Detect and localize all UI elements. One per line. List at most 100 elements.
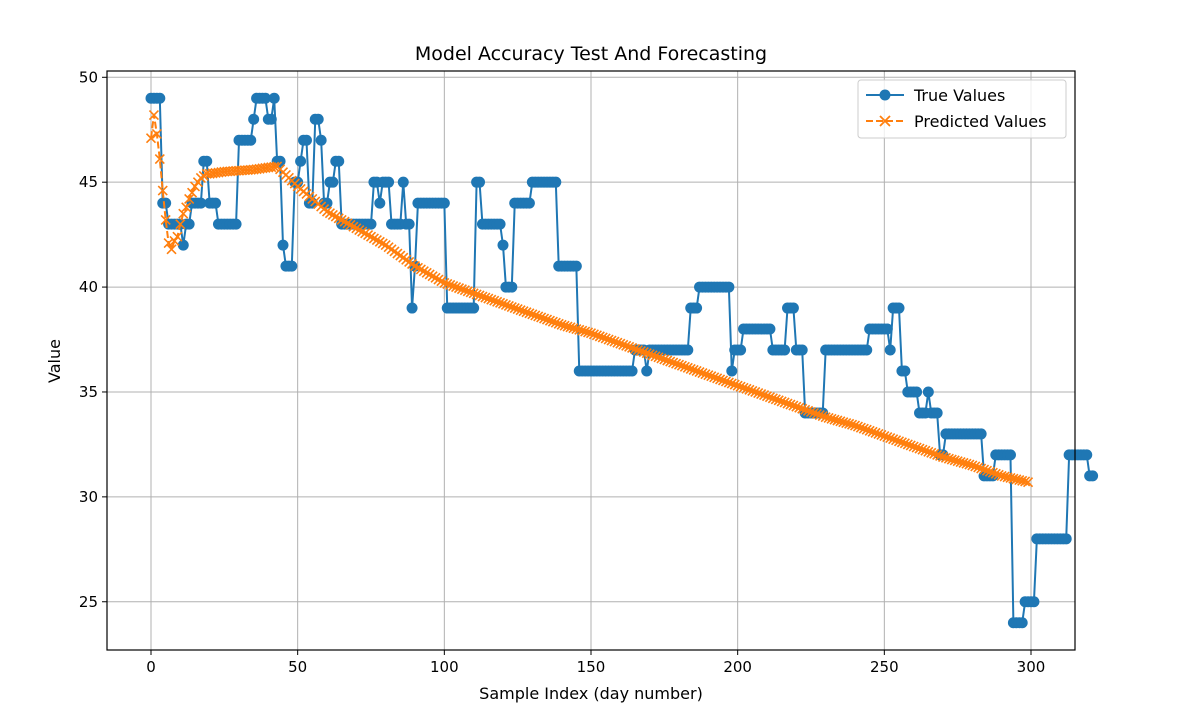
- x-tick-label: 200: [723, 658, 752, 676]
- chart-title: Model Accuracy Test And Forecasting: [415, 43, 767, 65]
- predicted-value-point: [521, 307, 532, 318]
- predicted-value-point: [735, 381, 746, 392]
- true-value-point: [210, 197, 222, 209]
- predicted-value-point: [145, 133, 157, 144]
- predicted-value-point: [979, 464, 990, 475]
- predicted-value-point: [621, 340, 632, 351]
- predicted-value-point: [937, 451, 949, 463]
- predicted-value-point: [588, 329, 599, 340]
- predicted-value-point: [794, 402, 805, 413]
- predicted-value-point: [577, 325, 588, 336]
- y-tick-label: 35: [79, 383, 98, 401]
- predicted-value-point: [615, 338, 626, 349]
- true-value-point: [626, 365, 638, 377]
- true-value-point: [726, 365, 738, 377]
- predicted-value-point: [571, 323, 582, 335]
- predicted-value-point: [486, 294, 497, 305]
- predicted-value-point: [568, 323, 579, 334]
- predicted-value-point: [785, 399, 796, 410]
- true-value-point: [245, 134, 257, 146]
- predicted-value-point: [949, 455, 960, 466]
- true-value-point: [1004, 449, 1016, 461]
- predicted-values-markers: [145, 109, 1034, 488]
- y-tick-label: 40: [79, 278, 98, 296]
- true-value-point: [975, 428, 987, 440]
- true-value-point: [787, 302, 799, 314]
- predicted-value-point: [706, 371, 717, 382]
- predicted-value-point: [662, 355, 673, 366]
- predicted-value-point: [955, 456, 966, 468]
- predicted-value-point: [609, 336, 620, 347]
- true-value-point: [248, 113, 260, 125]
- predicted-value-point: [345, 219, 356, 231]
- predicted-value-point: [779, 397, 790, 408]
- predicted-value-point: [905, 440, 916, 451]
- true-value-point: [881, 323, 893, 335]
- predicted-value-point: [761, 391, 773, 402]
- x-tick-label: 100: [430, 658, 459, 676]
- predicted-value-point: [958, 457, 969, 468]
- predicted-value-point: [360, 228, 371, 239]
- predicted-value-point: [703, 370, 714, 381]
- predicted-value-point: [597, 332, 608, 343]
- predicted-value-point: [541, 314, 553, 325]
- true-value-point: [682, 344, 694, 356]
- true-value-point: [735, 344, 747, 356]
- predicted-value-point: [750, 386, 761, 398]
- predicted-value-point: [814, 409, 825, 421]
- legend-pred-label: Predicted Values: [914, 112, 1046, 131]
- predicted-value-point: [970, 461, 981, 472]
- predicted-value-point: [849, 420, 861, 431]
- predicted-value-point: [858, 423, 869, 434]
- legend-true-label: True Values: [913, 86, 1005, 105]
- predicted-value-point: [459, 285, 470, 296]
- legend-box: [857, 79, 1067, 139]
- predicted-value-point: [518, 306, 529, 317]
- predicted-value-point: [800, 404, 811, 415]
- predicted-value-point: [342, 218, 353, 229]
- predicted-value-point: [151, 128, 162, 140]
- predicted-value-point: [990, 468, 1001, 479]
- predicted-value-point: [377, 238, 388, 249]
- predicted-value-point: [492, 296, 503, 307]
- predicted-value-point: [591, 330, 602, 341]
- true-value-point: [1016, 617, 1028, 629]
- predicted-value-point: [483, 293, 494, 304]
- predicted-value-point: [723, 377, 734, 388]
- legend-true-marker: [879, 89, 891, 101]
- predicted-value-point: [805, 406, 817, 417]
- predicted-value-point: [832, 415, 843, 426]
- predicted-value-point: [967, 460, 978, 471]
- predicted-value-point: [797, 403, 808, 414]
- predicted-value-point: [855, 422, 866, 433]
- predicted-value-point: [700, 369, 711, 380]
- true-value-point: [195, 197, 207, 209]
- predicted-value-point: [562, 321, 573, 332]
- true-value-point: [154, 92, 166, 104]
- predicted-value-point: [896, 437, 907, 448]
- predicted-value-point: [606, 335, 617, 346]
- predicted-value-point: [981, 465, 993, 476]
- predicted-value-point: [715, 374, 726, 385]
- predicted-value-point: [474, 290, 485, 301]
- predicted-value-point: [835, 416, 846, 427]
- true-value-point: [300, 134, 312, 146]
- predicted-value-point: [826, 413, 837, 424]
- predicted-value-point: [817, 411, 828, 422]
- true-value-point: [1060, 533, 1072, 545]
- predicted-value-point: [691, 365, 702, 377]
- predicted-value-point: [187, 187, 198, 198]
- predicted-value-point: [964, 459, 975, 470]
- predicted-value-point: [899, 438, 910, 449]
- predicted-value-point: [269, 161, 280, 172]
- predicted-value-point: [565, 322, 576, 333]
- predicted-value-point: [932, 449, 943, 460]
- predicted-value-point: [374, 236, 385, 247]
- predicted-value-point: [943, 453, 954, 464]
- predicted-value-point: [1005, 472, 1016, 484]
- predicted-value-point: [415, 264, 426, 275]
- true-value-point: [550, 176, 562, 188]
- predicted-value-point: [327, 209, 338, 220]
- predicted-value-point: [709, 372, 720, 383]
- x-axis-label: Sample Index (day number): [479, 684, 703, 703]
